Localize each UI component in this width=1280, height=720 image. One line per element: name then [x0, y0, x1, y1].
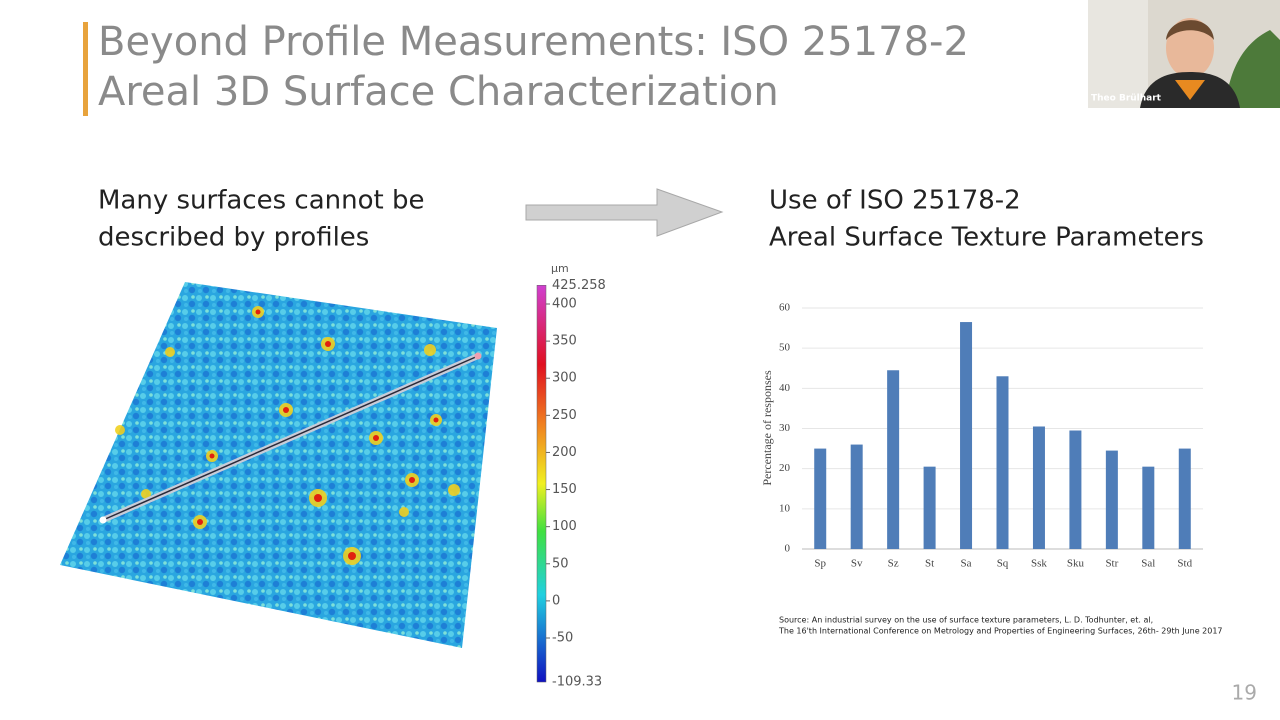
x-tick-label: Std	[1177, 558, 1192, 570]
colorbar-tick-label: 150	[552, 482, 577, 497]
webcam-name: Theo Brülhart	[1091, 94, 1162, 104]
y-tick-label: 50	[779, 342, 791, 354]
y-tick-label: 10	[779, 502, 791, 514]
y-tick-label: 40	[779, 382, 791, 394]
slide-title: Beyond Profile Measurements: ISO 25178-2	[98, 19, 969, 65]
x-tick-label: Sku	[1067, 558, 1085, 570]
colorbar	[536, 285, 547, 683]
bar	[1032, 426, 1045, 549]
bar	[850, 444, 863, 549]
x-tick-label: Str	[1105, 558, 1118, 570]
y-tick-label: 20	[779, 462, 791, 474]
bar	[814, 448, 827, 549]
bar	[1069, 430, 1082, 549]
x-tick-label: Sa	[961, 558, 972, 570]
colorbar-tick-label: 400	[552, 297, 577, 312]
source-text: Source: An industrial survey on the use …	[779, 616, 1153, 625]
bar	[996, 376, 1009, 549]
colorbar-max-label: 425.258	[552, 278, 606, 293]
right-text: Use of ISO 25178-2	[769, 186, 1021, 216]
colorbar-tick-label: 50	[552, 556, 569, 571]
colorbar-tick-label: 350	[552, 334, 577, 349]
x-tick-label: St	[925, 558, 934, 570]
webcam-scene	[1088, 0, 1280, 108]
bar	[923, 466, 936, 549]
colorbar-tick-label: -50	[552, 631, 573, 646]
bar	[960, 322, 973, 549]
bar	[1142, 466, 1155, 549]
x-tick-label: Sq	[997, 558, 1009, 570]
y-tick-label: 30	[779, 422, 791, 434]
x-tick-label: Ssk	[1031, 558, 1047, 570]
slide-title: Areal 3D Surface Characterization	[98, 69, 779, 115]
bar	[1178, 448, 1191, 549]
x-tick-label: Sal	[1141, 558, 1155, 570]
title-accent	[83, 22, 88, 116]
y-axis-label: Percentage of responses	[760, 370, 774, 486]
colorbar-tick-label: 200	[552, 445, 577, 460]
colorbar-tick-label: 100	[552, 519, 577, 534]
colorbar-unit: µm	[551, 262, 569, 275]
source-text: The 16'th International Conference on Me…	[778, 627, 1223, 636]
bar	[1105, 450, 1118, 549]
colorbar-min-label: -109.33	[552, 675, 602, 690]
colorbar-tick-label: 300	[552, 371, 577, 386]
colorbar-tick-label: 0	[552, 593, 560, 608]
left-text: described by profiles	[98, 223, 369, 253]
surface-image	[60, 282, 497, 648]
y-tick-label: 60	[779, 302, 791, 314]
y-tick-label: 0	[785, 543, 791, 555]
page-number: 19	[1232, 681, 1257, 705]
x-tick-label: Sp	[814, 558, 826, 570]
bar	[887, 370, 900, 549]
left-text: Many surfaces cannot be	[98, 186, 424, 216]
colorbar-tick-label: 250	[552, 408, 577, 423]
arrow	[525, 188, 724, 237]
x-tick-label: Sz	[888, 558, 899, 570]
right-text: Areal Surface Texture Parameters	[769, 223, 1204, 253]
x-tick-label: Sv	[851, 558, 863, 570]
